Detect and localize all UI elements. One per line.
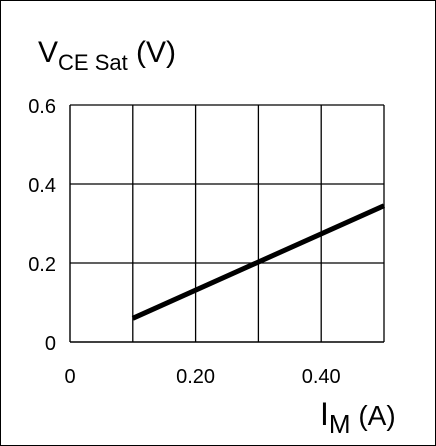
series-line-0 bbox=[131, 203, 386, 321]
x-axis-label-sub: M bbox=[329, 409, 351, 439]
y-tick-label-2: 0.4 bbox=[28, 175, 56, 197]
y-tick-label-1: 0.2 bbox=[28, 254, 56, 276]
x-tick-label-1: 0.20 bbox=[176, 366, 215, 388]
y-axis-label-main: V bbox=[38, 36, 58, 69]
x-axis-label-unit: (A) bbox=[351, 400, 396, 431]
x-axis-label: IM (A) bbox=[320, 396, 396, 439]
x-tick-label-0: 0 bbox=[64, 366, 75, 388]
y-tick-label-3: 0.6 bbox=[28, 96, 56, 118]
x-tick-labels: 0 0.20 0.40 bbox=[64, 366, 340, 388]
y-axis-label: VCE Sat (V) bbox=[38, 36, 176, 75]
x-axis-label-main: I bbox=[320, 396, 329, 432]
y-tick-labels: 0 0.2 0.4 0.6 bbox=[28, 96, 56, 355]
y-tick-label-0: 0 bbox=[45, 333, 56, 355]
series-group bbox=[131, 203, 386, 321]
y-axis-label-unit: (V) bbox=[128, 36, 176, 69]
grid bbox=[69, 104, 385, 343]
x-tick-label-2: 0.40 bbox=[302, 366, 341, 388]
y-axis-label-sub: CE Sat bbox=[58, 50, 128, 75]
